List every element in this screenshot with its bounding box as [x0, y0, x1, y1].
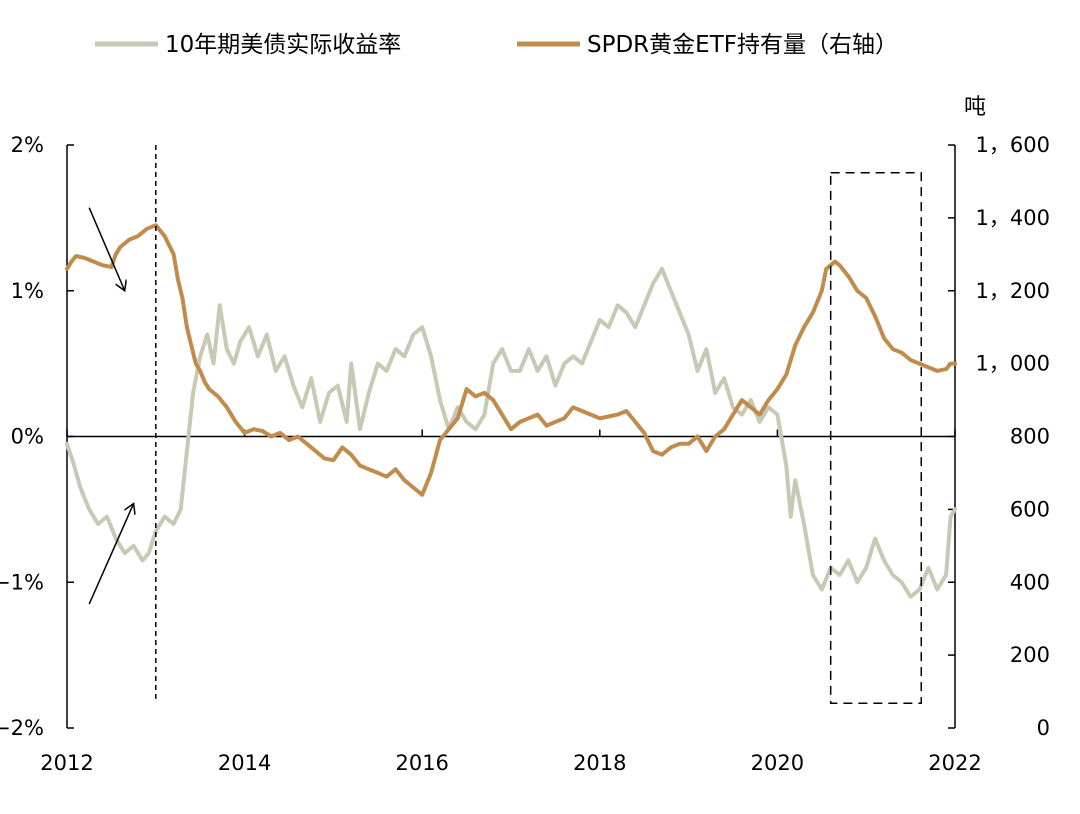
- left-tick-label: 1%: [11, 279, 44, 303]
- annotations: [88, 145, 923, 704]
- x-tick-label: 2018: [573, 751, 626, 775]
- x-tick-label: 2012: [40, 751, 93, 775]
- axes: [66, 145, 956, 728]
- x-tick-label: 2016: [395, 751, 448, 775]
- left-tick-label: −2%: [0, 716, 44, 740]
- dashed-highlight-box: [829, 171, 923, 704]
- right-tick-label: 600: [1010, 497, 1050, 521]
- right-tick-label: 1，000: [976, 352, 1050, 376]
- right-tick-label: 0: [1037, 716, 1050, 740]
- x-tick-label: 2022: [928, 751, 981, 775]
- left-tick-label: −1%: [0, 570, 44, 594]
- arrow-up-annotation: [88, 504, 133, 605]
- legend-label-real-yield: 10年期美债实际收益率: [165, 32, 401, 58]
- x-axis-ticks: 2012 2014 2016 2018 2020 2022: [40, 429, 982, 775]
- left-tick-label: 0%: [11, 425, 44, 449]
- right-tick-label: 1，200: [976, 279, 1050, 303]
- x-tick-label: 2020: [751, 751, 804, 775]
- arrow-down-annotation: [88, 207, 125, 291]
- right-tick-label: 200: [1010, 643, 1050, 667]
- legend-label-spdr: SPDR黄金ETF持有量（右轴）: [587, 32, 898, 58]
- left-tick-label: 2%: [11, 133, 44, 157]
- right-tick-label: 1，400: [976, 206, 1050, 230]
- right-tick-label: 1，600: [976, 133, 1050, 157]
- series-line-real-yield: [65, 266, 957, 599]
- right-tick-label: 400: [1010, 570, 1050, 594]
- series-line-spdr: [65, 223, 957, 497]
- right-axis-unit-label: 吨: [964, 95, 986, 120]
- x-tick-label: 2014: [218, 751, 271, 775]
- left-axis-ticks: 2% 1% 0% −1% −2%: [0, 133, 74, 740]
- series-layer: [65, 223, 957, 599]
- legend: 10年期美债实际收益率 SPDR黄金ETF持有量（右轴）: [95, 32, 898, 58]
- right-axis-ticks: 1，600 1，400 1，200 1，000 800 600 400 200 0: [948, 133, 1050, 740]
- right-tick-label: 800: [1010, 425, 1050, 449]
